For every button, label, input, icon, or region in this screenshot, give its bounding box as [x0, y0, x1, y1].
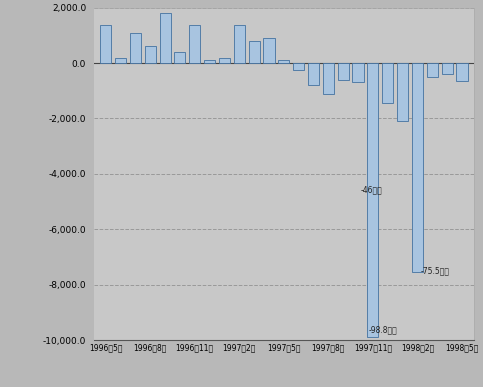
Bar [115, 58, 126, 63]
Bar [145, 46, 156, 63]
Bar [130, 33, 141, 63]
Bar [426, 63, 438, 77]
Bar [456, 63, 468, 81]
Bar [189, 25, 200, 63]
Text: -46억달: -46억달 [361, 185, 383, 194]
Bar [234, 25, 245, 63]
Bar [368, 63, 379, 337]
Bar [308, 63, 319, 85]
Bar [412, 63, 423, 272]
Bar [397, 63, 408, 121]
Bar [323, 63, 334, 94]
Bar [100, 25, 111, 63]
Bar [159, 13, 170, 63]
Bar [293, 63, 304, 70]
Bar [174, 52, 185, 63]
Text: -75.5억달: -75.5억달 [420, 267, 449, 276]
Text: -98.8억달: -98.8억달 [369, 326, 397, 335]
Bar [353, 63, 364, 82]
Bar [204, 60, 215, 63]
Bar [278, 60, 289, 63]
Bar [338, 63, 349, 80]
Bar [263, 38, 274, 63]
Bar [249, 41, 260, 63]
Bar [441, 63, 453, 74]
Bar [219, 58, 230, 63]
Bar [382, 63, 393, 103]
